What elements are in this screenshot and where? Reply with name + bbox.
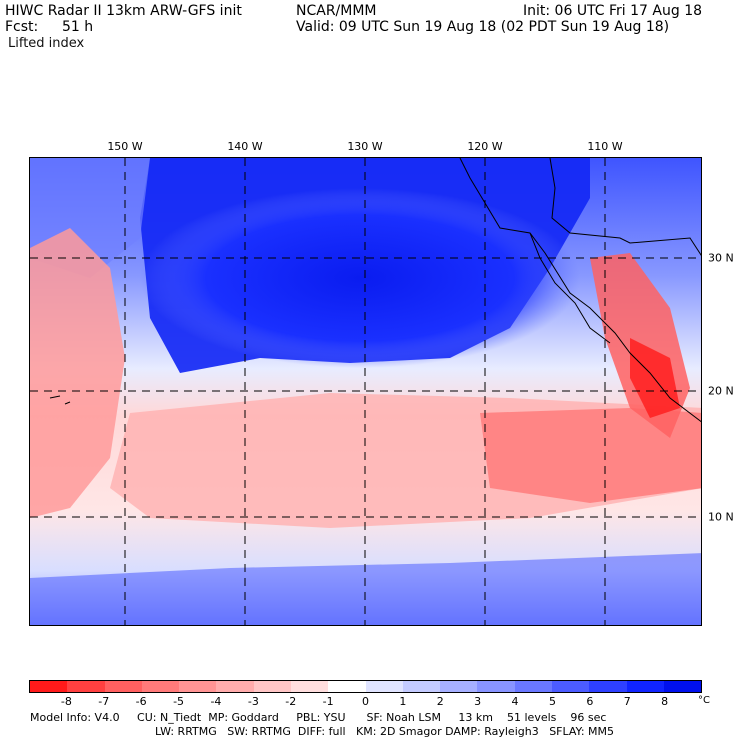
colorbar-swatch (663, 681, 702, 692)
model-info-line2: LW: RRTMG SW: RRTMG DIFF: full KM: 2D Sm… (155, 725, 615, 738)
colorbar-swatch (328, 681, 366, 692)
stable-core (140, 188, 580, 368)
map-canvas (30, 158, 701, 625)
variable-name: Lifted index (8, 36, 85, 51)
valid-time: Valid: 09 UTC Sun 19 Aug 18 (02 PDT Sun … (296, 19, 670, 35)
colorbar-swatch (514, 681, 552, 692)
colorbar-tick-label: 8 (661, 695, 669, 708)
model-title: HIWC Radar II 13km ARW-GFS init (5, 3, 242, 19)
colorbar-tick-label: 5 (548, 695, 556, 708)
colorbar-tick-label: 6 (586, 695, 594, 708)
colorbar-swatch (104, 681, 142, 692)
colorbar-tick-label: 0 (362, 695, 369, 708)
colorbar-tick-label: 3 (474, 695, 482, 708)
colorbar-swatch (30, 681, 68, 692)
colorbar-tick-label: -3 (247, 695, 259, 708)
colorbar-tick-label: 4 (511, 695, 519, 708)
lon-label-120w: 120 W (467, 140, 503, 153)
model-info-line1: Model Info: V4.0 CU: N_Tiedt MP: Goddard… (30, 711, 607, 724)
western-unstable-region (30, 228, 125, 518)
hawaii-islands (49, 395, 71, 405)
colorbar-swatch (141, 681, 180, 692)
colorbar-swatch (290, 681, 329, 692)
colorbar-tick-label: 2 (436, 695, 444, 708)
colorbar-swatch (67, 681, 105, 692)
colorbar-tick-label: -5 (173, 695, 185, 708)
coastline-baja (529, 232, 611, 344)
init-time: Init: 06 UTC Fri 17 Aug 18 (523, 3, 703, 19)
colorbar-swatch (551, 681, 590, 692)
colorbar-tick-label: 1 (399, 695, 407, 708)
colorbar-swatch (253, 681, 291, 692)
lat-label-10n: 10 N (708, 510, 734, 524)
colorbar-swatch (365, 681, 403, 692)
colorbar-tick-label: -7 (98, 695, 110, 708)
colorbar-tick-label: -6 (135, 695, 147, 708)
colorbar-swatch (626, 681, 664, 692)
org-label: NCAR/MMM (296, 3, 377, 19)
fcst-value: 51 h (62, 19, 94, 35)
lon-label-140w: 140 W (227, 140, 263, 153)
lon-label-130w: 130 W (347, 140, 383, 153)
graticule (30, 158, 701, 625)
lon-label-150w: 150 W (107, 140, 143, 153)
colorbar-swatch (179, 681, 217, 692)
colorbar-tick-label: -8 (60, 695, 72, 708)
colorbar-tick-label: 7 (623, 695, 631, 708)
colorbar-swatch (477, 681, 515, 692)
colorbar-swatch (216, 681, 254, 692)
border-lines (549, 158, 701, 256)
colorbar-swatch (589, 681, 627, 692)
lat-label-30n: 30 N (708, 251, 734, 265)
lon-label-110w: 110 W (587, 140, 623, 153)
colorbar-swatch (440, 681, 478, 692)
fcst-label: Fcst: (5, 19, 39, 35)
colorbar-swatch (402, 681, 441, 692)
lat-label-20n: 20 N (708, 384, 734, 398)
colorbar-tick-label: -1 (322, 695, 334, 708)
colorbar-tick-label: -2 (285, 695, 297, 708)
lifted-index-map (29, 157, 702, 626)
colorbar-tick-label: -4 (210, 695, 222, 708)
colorbar (29, 680, 702, 693)
colorbar-unit: °C (698, 695, 710, 706)
